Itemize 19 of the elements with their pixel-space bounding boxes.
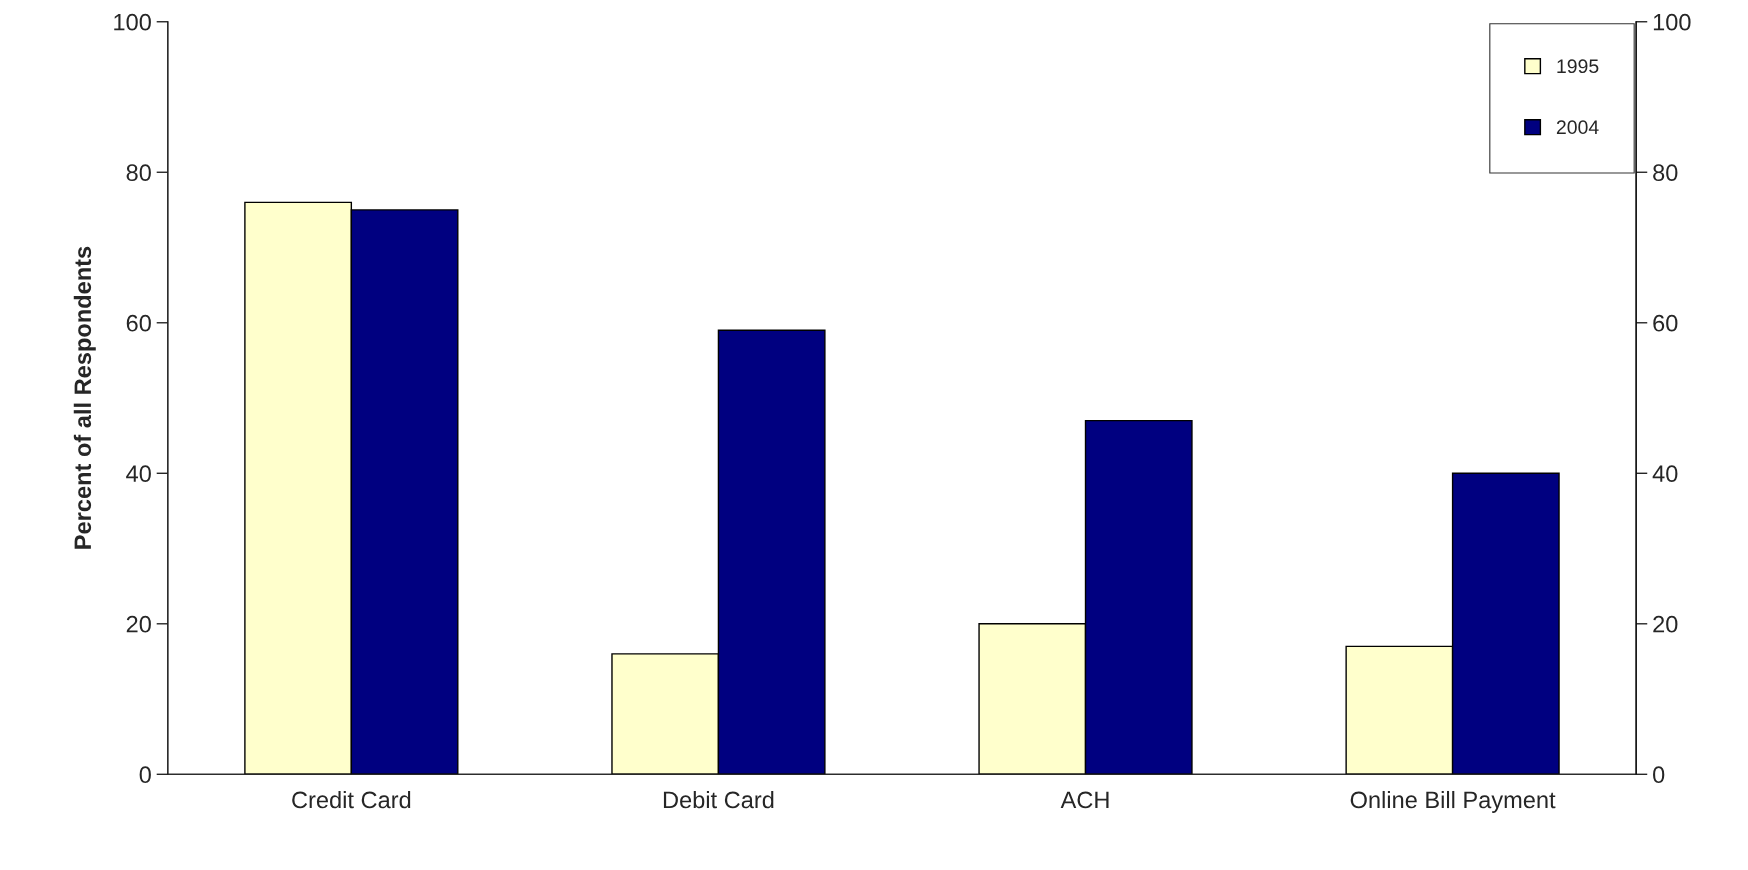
y2-tick-label: 0 — [1653, 766, 1665, 784]
y-tick-label: 80 — [126, 164, 151, 182]
y-tick-label: 0 — [139, 766, 151, 784]
y2-tick-label: 100 — [1653, 13, 1691, 31]
x-tick-label: Credit Card — [292, 790, 411, 809]
y-tick-label: 40 — [126, 465, 151, 483]
y2-tick-label: 60 — [1653, 314, 1678, 332]
x-tick-label: Debit Card — [663, 790, 774, 809]
y2-tick-label: 80 — [1653, 164, 1678, 182]
legend-label: 2004 — [1556, 120, 1599, 135]
legend-label: 1995 — [1557, 59, 1599, 74]
y-tick-label: 60 — [126, 314, 151, 332]
y-axis-title: Percent of all Respondents — [73, 246, 96, 549]
y2-tick-label: 20 — [1653, 615, 1678, 633]
x-tick-label: Online Bill Payment — [1350, 790, 1556, 813]
y2-tick-label: 40 — [1652, 465, 1678, 483]
y-tick-label: 20 — [126, 615, 151, 633]
x-tick-label: ACH — [1060, 791, 1109, 809]
y-tick-label: 100 — [114, 13, 151, 31]
